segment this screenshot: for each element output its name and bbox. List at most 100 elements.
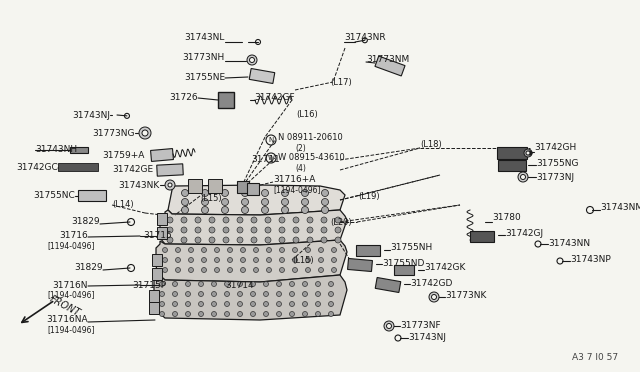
Circle shape — [292, 267, 298, 273]
Circle shape — [321, 189, 328, 196]
Polygon shape — [375, 278, 401, 292]
Polygon shape — [356, 244, 380, 256]
Circle shape — [173, 282, 177, 286]
Circle shape — [139, 127, 151, 139]
Circle shape — [265, 237, 271, 243]
Circle shape — [293, 227, 299, 233]
Text: 31755NE: 31755NE — [184, 73, 225, 81]
Text: 31773NH: 31773NH — [183, 54, 225, 62]
Circle shape — [319, 247, 323, 253]
Bar — [218, 92, 234, 108]
Circle shape — [181, 227, 187, 233]
Text: [1194-0496]: [1194-0496] — [273, 186, 321, 195]
Circle shape — [251, 217, 257, 223]
Circle shape — [159, 282, 164, 286]
Text: 31773NJ: 31773NJ — [536, 173, 574, 182]
Circle shape — [335, 217, 341, 223]
Circle shape — [159, 301, 164, 307]
Circle shape — [159, 292, 164, 296]
Text: 31742GD: 31742GD — [410, 279, 452, 288]
Text: 31743NH: 31743NH — [35, 145, 77, 154]
Polygon shape — [154, 270, 347, 320]
Circle shape — [328, 301, 333, 307]
Circle shape — [289, 301, 294, 307]
Circle shape — [276, 292, 282, 296]
Circle shape — [266, 267, 271, 273]
Circle shape — [167, 227, 173, 233]
Circle shape — [241, 206, 248, 214]
Circle shape — [181, 237, 187, 243]
Circle shape — [163, 257, 168, 263]
Circle shape — [282, 206, 289, 214]
Circle shape — [241, 247, 246, 253]
Polygon shape — [168, 185, 345, 215]
Polygon shape — [394, 265, 414, 275]
Circle shape — [328, 292, 333, 296]
Circle shape — [303, 292, 307, 296]
Circle shape — [250, 301, 255, 307]
Circle shape — [303, 301, 307, 307]
Circle shape — [223, 217, 229, 223]
Circle shape — [250, 311, 255, 317]
Circle shape — [142, 130, 148, 136]
Circle shape — [293, 237, 299, 243]
Polygon shape — [160, 210, 347, 245]
Text: 31780: 31780 — [492, 214, 521, 222]
Text: 31714: 31714 — [225, 280, 253, 289]
Circle shape — [276, 301, 282, 307]
Circle shape — [237, 217, 243, 223]
Circle shape — [305, 267, 310, 273]
Polygon shape — [249, 68, 275, 83]
Circle shape — [387, 324, 392, 328]
Circle shape — [221, 199, 228, 205]
Circle shape — [279, 227, 285, 233]
Circle shape — [250, 58, 255, 62]
Text: 31743NP: 31743NP — [570, 256, 611, 264]
Circle shape — [189, 247, 193, 253]
Circle shape — [279, 237, 285, 243]
Circle shape — [518, 172, 528, 182]
Circle shape — [202, 189, 209, 196]
Circle shape — [214, 257, 220, 263]
Circle shape — [175, 267, 180, 273]
Text: 31829: 31829 — [72, 218, 100, 227]
Text: 31743NN: 31743NN — [548, 238, 590, 247]
Circle shape — [173, 311, 177, 317]
Circle shape — [241, 189, 248, 196]
Circle shape — [175, 247, 180, 253]
Polygon shape — [156, 240, 347, 282]
Text: 31743NJ: 31743NJ — [408, 334, 446, 343]
Text: 31716N: 31716N — [52, 280, 88, 289]
Circle shape — [189, 267, 193, 273]
Circle shape — [195, 237, 201, 243]
Circle shape — [250, 282, 255, 286]
Circle shape — [289, 282, 294, 286]
Polygon shape — [157, 164, 183, 176]
Circle shape — [384, 321, 394, 331]
Circle shape — [202, 206, 209, 214]
Circle shape — [181, 217, 187, 223]
Circle shape — [165, 180, 175, 190]
Text: W 08915-43610: W 08915-43610 — [278, 154, 345, 163]
Circle shape — [202, 267, 207, 273]
Circle shape — [198, 292, 204, 296]
Circle shape — [316, 282, 321, 286]
Bar — [58, 163, 98, 171]
Text: 31743NR: 31743NR — [344, 33, 386, 42]
Text: 31743NJ: 31743NJ — [72, 110, 110, 119]
Circle shape — [282, 189, 289, 196]
Text: 31755NG: 31755NG — [536, 158, 579, 167]
Circle shape — [209, 217, 215, 223]
Circle shape — [264, 292, 269, 296]
Circle shape — [167, 217, 173, 223]
Text: 31829: 31829 — [74, 263, 103, 273]
Bar — [157, 227, 167, 239]
Text: N: N — [268, 137, 274, 143]
Circle shape — [303, 311, 307, 317]
Circle shape — [528, 151, 532, 155]
Polygon shape — [375, 56, 405, 76]
Circle shape — [305, 257, 310, 263]
Text: 31726: 31726 — [170, 93, 198, 103]
Circle shape — [221, 206, 228, 214]
Text: (L16): (L16) — [296, 110, 317, 119]
